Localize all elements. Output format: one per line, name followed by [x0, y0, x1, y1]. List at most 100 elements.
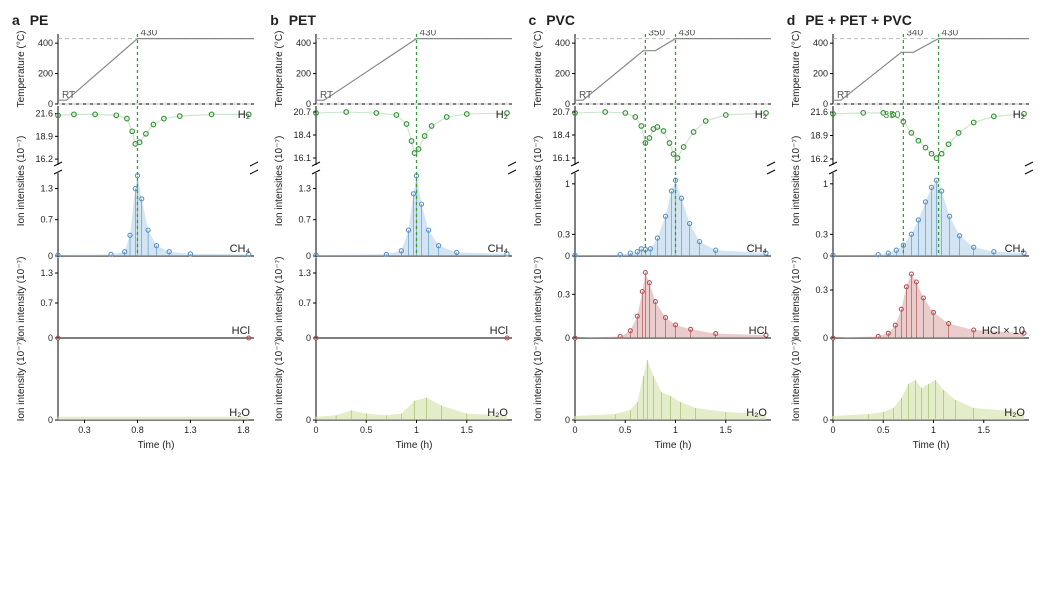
panel-letter: d: [787, 12, 796, 28]
svg-text:18.4: 18.4: [294, 130, 312, 140]
svg-text:CH₄: CH₄: [1004, 243, 1025, 255]
panel-a: a PE 0200400RT430Temperature (°C)16.218.…: [12, 12, 260, 454]
svg-text:0.8: 0.8: [131, 425, 144, 435]
svg-text:RT: RT: [579, 90, 592, 101]
svg-text:Time (h): Time (h): [396, 440, 433, 451]
svg-text:CH₄: CH₄: [746, 243, 767, 255]
svg-text:0.7: 0.7: [299, 215, 312, 225]
svg-text:16.2: 16.2: [810, 154, 828, 164]
svg-text:Time (h): Time (h): [654, 440, 691, 451]
svg-text:16.2: 16.2: [35, 154, 53, 164]
panel-svg: 0200400RT430Temperature (°C)16.118.420.7…: [270, 30, 518, 454]
svg-text:430: 430: [140, 30, 157, 39]
svg-text:0.3: 0.3: [815, 229, 828, 239]
svg-text:0.7: 0.7: [299, 298, 312, 308]
svg-text:H₂: H₂: [238, 109, 250, 121]
svg-text:H₂O: H₂O: [229, 407, 250, 419]
svg-text:0: 0: [564, 415, 569, 425]
svg-text:400: 400: [813, 38, 828, 48]
panel-name: PE + PET + PVC: [805, 12, 912, 28]
svg-text:H₂: H₂: [754, 109, 766, 121]
svg-text:350: 350: [883, 110, 900, 121]
panel-d: d PE + PET + PVC 0200400RT340430Temperat…: [787, 12, 1035, 454]
svg-text:HCl: HCl: [748, 325, 766, 337]
panel-c: c PVC 0200400RT350430Temperature (°C)16.…: [529, 12, 777, 454]
svg-text:0: 0: [306, 333, 311, 343]
svg-text:Ion intensities (10⁻⁷): Ion intensities (10⁻⁷): [533, 136, 544, 227]
svg-text:0: 0: [564, 251, 569, 261]
svg-text:Temperature (°C): Temperature (°C): [533, 31, 544, 108]
svg-text:0: 0: [830, 425, 835, 435]
svg-text:HCl × 10: HCl × 10: [982, 325, 1025, 337]
svg-text:1: 1: [931, 425, 936, 435]
svg-text:0: 0: [823, 415, 828, 425]
svg-text:21.6: 21.6: [35, 109, 53, 119]
svg-text:16.1: 16.1: [552, 153, 570, 163]
svg-text:0.3: 0.3: [557, 229, 570, 239]
svg-text:Temperature (°C): Temperature (°C): [791, 31, 802, 108]
svg-text:Ion intensity (10⁻⁷): Ion intensity (10⁻⁷): [16, 339, 27, 422]
panel-title: a PE: [12, 12, 260, 28]
svg-text:430: 430: [678, 30, 695, 39]
svg-text:20.7: 20.7: [552, 107, 570, 117]
svg-text:200: 200: [554, 69, 569, 79]
panel-name: PE: [30, 12, 49, 28]
panel-name: PVC: [546, 12, 575, 28]
svg-text:1: 1: [673, 425, 678, 435]
svg-text:0: 0: [314, 425, 319, 435]
svg-text:0: 0: [48, 251, 53, 261]
svg-text:Ion intensities (10⁻⁷): Ion intensities (10⁻⁷): [791, 136, 802, 227]
svg-text:Time (h): Time (h): [138, 440, 175, 451]
svg-text:1.5: 1.5: [977, 425, 990, 435]
svg-text:430: 430: [420, 30, 437, 39]
panel-svg: 0200400RT350430Temperature (°C)16.118.42…: [529, 30, 777, 454]
svg-text:Ion intensity (10⁻⁷): Ion intensity (10⁻⁷): [791, 339, 802, 422]
svg-text:RT: RT: [837, 90, 850, 101]
svg-text:RT: RT: [320, 90, 333, 101]
svg-text:0.7: 0.7: [40, 215, 53, 225]
svg-text:H₂: H₂: [496, 109, 508, 121]
svg-text:0.5: 0.5: [618, 425, 631, 435]
svg-text:1.3: 1.3: [40, 268, 53, 278]
svg-text:CH₄: CH₄: [488, 243, 509, 255]
svg-text:1: 1: [564, 179, 569, 189]
svg-text:Ion intensity (10⁻⁷): Ion intensity (10⁻⁷): [274, 339, 285, 422]
svg-text:16.1: 16.1: [294, 153, 312, 163]
panel-svg: 0200400RT430Temperature (°C)16.218.921.6…: [12, 30, 260, 454]
svg-text:0: 0: [306, 251, 311, 261]
svg-text:HCl: HCl: [490, 325, 508, 337]
svg-text:Ion intensities (10⁻⁷): Ion intensities (10⁻⁷): [16, 136, 27, 227]
svg-text:0.3: 0.3: [78, 425, 91, 435]
svg-text:0: 0: [823, 333, 828, 343]
svg-text:400: 400: [554, 38, 569, 48]
svg-text:0: 0: [48, 99, 53, 109]
svg-text:H₂O: H₂O: [487, 407, 508, 419]
svg-text:H₂O: H₂O: [1004, 407, 1025, 419]
svg-text:1: 1: [414, 425, 419, 435]
svg-text:Temperature (°C): Temperature (°C): [16, 31, 27, 108]
panel-svg: 0200400RT340430Temperature (°C)16.218.92…: [787, 30, 1035, 454]
svg-text:1.8: 1.8: [237, 425, 250, 435]
svg-text:0.5: 0.5: [360, 425, 373, 435]
svg-text:H₂O: H₂O: [746, 407, 767, 419]
svg-text:430: 430: [941, 30, 958, 39]
svg-text:1: 1: [823, 179, 828, 189]
svg-text:0: 0: [48, 415, 53, 425]
svg-text:0.7: 0.7: [40, 298, 53, 308]
svg-text:0: 0: [306, 415, 311, 425]
panel-letter: a: [12, 12, 20, 28]
svg-text:1.3: 1.3: [299, 184, 312, 194]
svg-text:18.9: 18.9: [35, 131, 53, 141]
svg-text:20.7: 20.7: [294, 107, 312, 117]
panel-letter: c: [529, 12, 537, 28]
svg-text:H₂: H₂: [1013, 109, 1025, 121]
svg-text:400: 400: [296, 38, 311, 48]
svg-text:0.3: 0.3: [557, 289, 570, 299]
svg-text:CH₄: CH₄: [230, 243, 251, 255]
svg-text:0.5: 0.5: [877, 425, 890, 435]
svg-text:Ion intensities (10⁻⁷): Ion intensities (10⁻⁷): [274, 136, 285, 227]
svg-text:200: 200: [38, 69, 53, 79]
svg-text:Ion intensity (10⁻⁷): Ion intensity (10⁻⁷): [533, 339, 544, 422]
svg-text:0: 0: [572, 425, 577, 435]
svg-text:0.3: 0.3: [815, 285, 828, 295]
